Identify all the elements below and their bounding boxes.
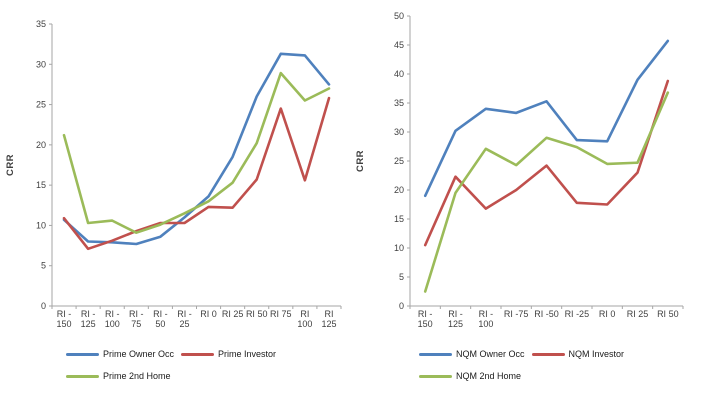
y-tick-label: 25 bbox=[36, 100, 46, 110]
y-tick-label: 5 bbox=[399, 272, 404, 282]
x-tick-label: 150 bbox=[418, 319, 433, 329]
x-tick-label: RI - bbox=[105, 309, 120, 319]
x-tick-label: RI 50 bbox=[657, 309, 679, 319]
legend-label: Prime Owner Occ bbox=[103, 349, 175, 359]
y-axis-title: CRR bbox=[5, 154, 16, 176]
x-tick-label: 100 bbox=[105, 319, 120, 329]
x-tick-label: RI bbox=[300, 309, 309, 319]
y-tick-label: 20 bbox=[36, 140, 46, 150]
x-tick-label: 100 bbox=[478, 319, 493, 329]
y-tick-label: 5 bbox=[41, 261, 46, 271]
y-tick-label: 45 bbox=[394, 40, 404, 50]
x-tick-label: RI - bbox=[418, 309, 433, 319]
legend-swatch-nqm-owner-occ bbox=[419, 352, 452, 356]
legend-item-prime-owner-occ: Prime Owner Occ bbox=[66, 349, 174, 359]
y-tick-label: 35 bbox=[36, 19, 46, 29]
x-tick-label: RI - bbox=[448, 309, 463, 319]
y-tick-label: 40 bbox=[394, 69, 404, 79]
chart-nqm: CRR 0 5 10 15 20 25 30 35 40 45 50 RI -150 RI -125 RI … bbox=[353, 0, 705, 402]
x-tick-label: RI -50 bbox=[534, 309, 559, 319]
series-line-nqm-2nd-home bbox=[423, 91, 670, 293]
y-tick-label: 0 bbox=[41, 301, 46, 311]
x-tick-label: RI -25 bbox=[565, 309, 590, 319]
x-tick-label: RI 25 bbox=[627, 309, 649, 319]
x-tick-label: RI bbox=[324, 309, 333, 319]
legend-swatch-prime-owner-occ bbox=[66, 352, 99, 356]
x-tick-label: 50 bbox=[155, 319, 165, 329]
x-tick-label: RI 75 bbox=[270, 309, 292, 319]
y-tick-label: 0 bbox=[399, 301, 404, 311]
x-tick-label: RI 0 bbox=[599, 309, 616, 319]
legend-swatch-prime-investor bbox=[181, 352, 215, 356]
legend-swatch-nqm-investor bbox=[531, 352, 565, 356]
x-tick-label: RI - bbox=[177, 309, 192, 319]
x-tick-label: RI 50 bbox=[246, 309, 268, 319]
x-tick-label: RI - bbox=[129, 309, 144, 319]
y-tick-label: 15 bbox=[36, 180, 46, 190]
y-tick-label: 35 bbox=[394, 98, 404, 108]
x-tick-label: 75 bbox=[131, 319, 141, 329]
chart-prime: CRR 0 5 10 15 20 25 30 35 RI -150 RI -125 RI -100 RI… bbox=[0, 0, 352, 402]
x-tick-label: RI 0 bbox=[200, 309, 217, 319]
x-tick-label: RI - bbox=[81, 309, 96, 319]
legend-swatch-nqm-2nd-home bbox=[419, 374, 452, 378]
x-tick-label: 100 bbox=[297, 319, 312, 329]
y-tick-label: 25 bbox=[394, 156, 404, 166]
legend-item-nqm-investor: NQM Investor bbox=[531, 349, 625, 359]
y-tick-label: 10 bbox=[36, 220, 46, 230]
x-tick-label: RI - bbox=[57, 309, 72, 319]
legend-item-prime-investor: Prime Investor bbox=[181, 349, 276, 359]
series-line-nqm-owner-occ bbox=[423, 39, 670, 198]
y-tick-label: 10 bbox=[394, 243, 404, 253]
legend-label: Prime Investor bbox=[218, 349, 277, 359]
y-tick-label: 15 bbox=[394, 214, 404, 224]
y-tick-label: 50 bbox=[394, 11, 404, 21]
x-tick-label: 25 bbox=[179, 319, 189, 329]
x-tick-label: 125 bbox=[321, 319, 336, 329]
series-line-prime-2nd-home bbox=[62, 71, 331, 234]
nqm-chart-legend: NQM Owner Occ NQM Investor NQM 2nd Home bbox=[419, 349, 659, 381]
y-axis-title: CRR bbox=[355, 150, 366, 172]
y-tick-label: 30 bbox=[394, 127, 404, 137]
x-tick-label: RI 25 bbox=[222, 309, 244, 319]
legend-label: NQM Investor bbox=[568, 349, 625, 359]
legend-item-nqm-2nd-home: NQM 2nd Home bbox=[419, 371, 521, 381]
series-line-prime-investor bbox=[62, 96, 331, 251]
legend-label: NQM Owner Occ bbox=[456, 349, 525, 359]
y-tick-label: 30 bbox=[36, 59, 46, 69]
legend-label: NQM 2nd Home bbox=[456, 371, 522, 381]
x-tick-label: 125 bbox=[448, 319, 463, 329]
legend-item-nqm-owner-occ: NQM Owner Occ bbox=[419, 349, 525, 359]
series-line-nqm-investor bbox=[423, 79, 670, 247]
x-tick-label: RI -75 bbox=[504, 309, 529, 319]
y-tick-label: 20 bbox=[394, 185, 404, 195]
x-tick-label: 150 bbox=[57, 319, 72, 329]
legend-item-prime-2nd-home: Prime 2nd Home bbox=[66, 371, 171, 381]
legend-label: Prime 2nd Home bbox=[103, 371, 171, 381]
prime-chart-legend: Prime Owner Occ Prime Investor Prime 2nd H… bbox=[66, 349, 304, 381]
x-tick-label: RI - bbox=[153, 309, 168, 319]
x-tick-label: RI - bbox=[479, 309, 494, 319]
x-tick-label: 125 bbox=[81, 319, 96, 329]
legend-swatch-prime-2nd-home bbox=[66, 374, 99, 378]
